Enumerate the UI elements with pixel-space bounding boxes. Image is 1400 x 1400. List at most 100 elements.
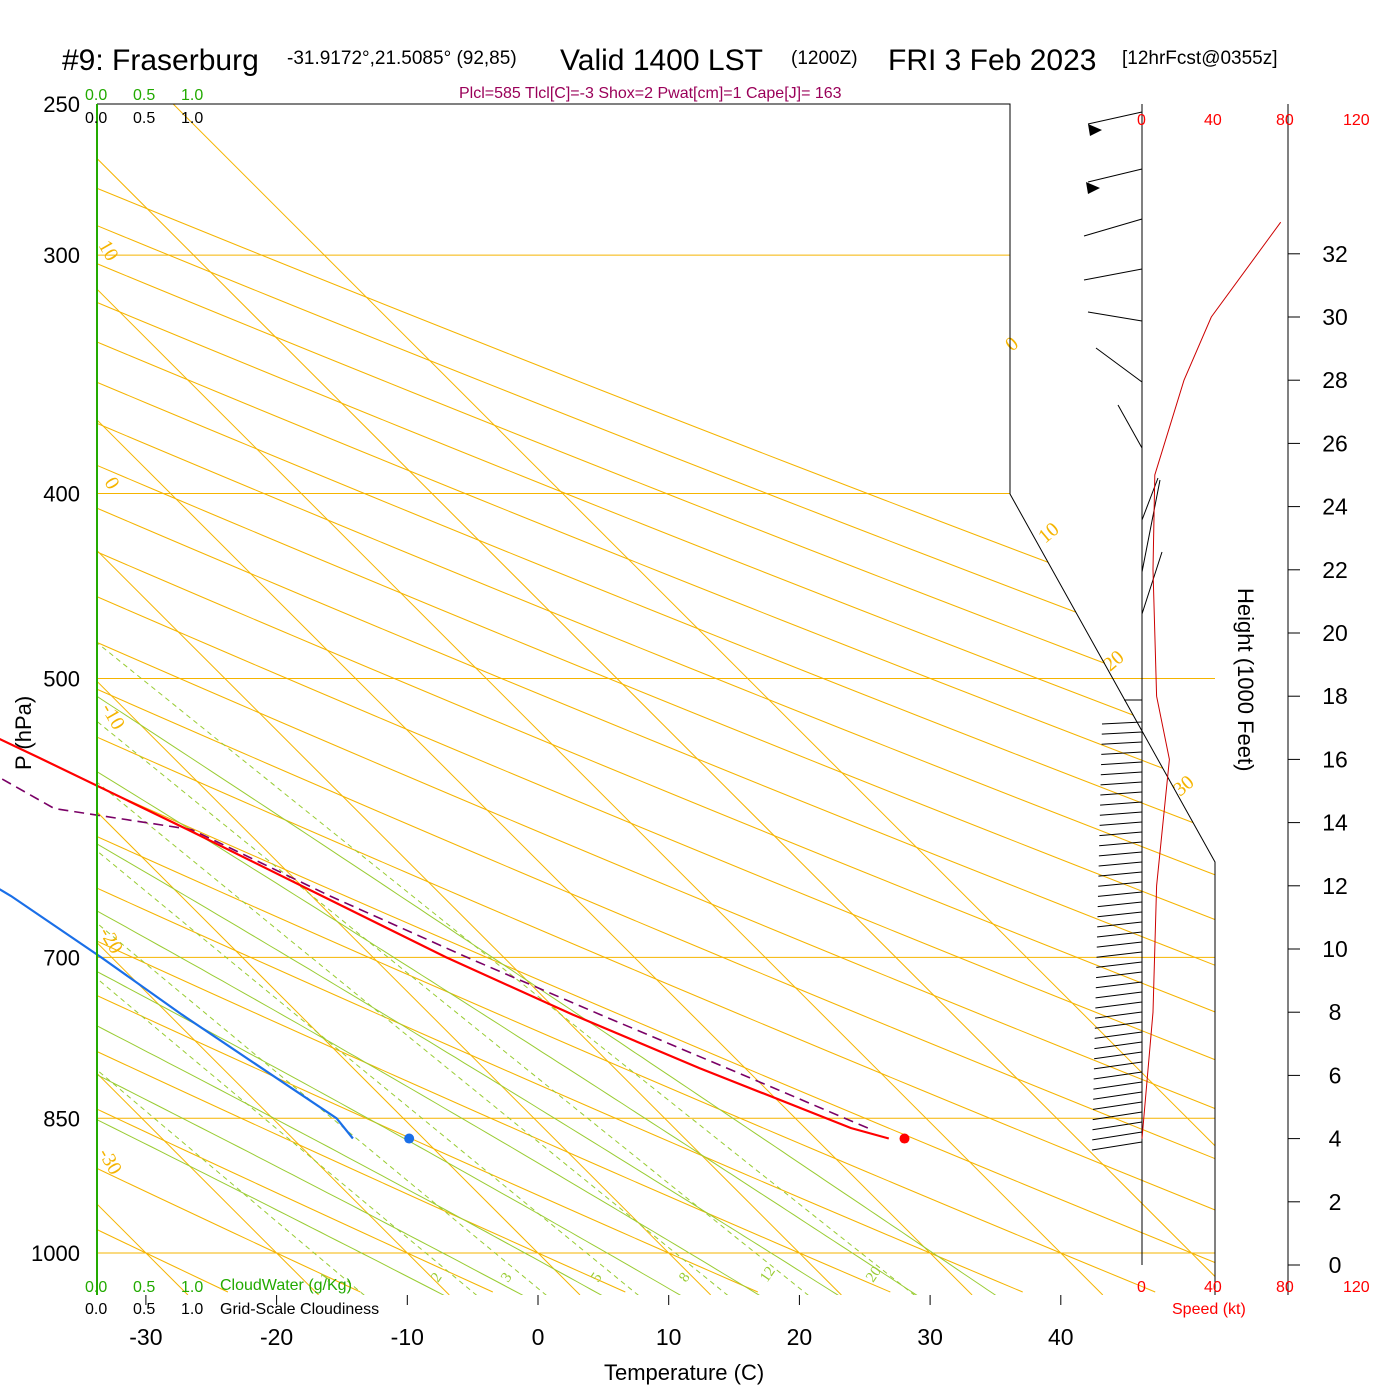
- isotherm-label-5: 0: [1001, 333, 1023, 356]
- plot-frame: [97, 103, 1216, 1295]
- height-label-30: 30: [1322, 304, 1348, 330]
- cloudiness-tick-top-0: 0.0: [85, 110, 107, 127]
- station-title: #9: Fraserburg: [62, 44, 259, 77]
- cloudwater-tick-bottom-2: 1.0: [181, 1279, 203, 1296]
- wind-barb: [1093, 1071, 1143, 1080]
- dry-adiabat-line: [97, 104, 1215, 1293]
- mixing-ratio-line: [97, 493, 736, 1295]
- temp-label--20: -20: [260, 1324, 293, 1350]
- wind-barb: [1095, 347, 1143, 383]
- wind-barb: [1093, 1081, 1143, 1090]
- dry-adiabat-line: [97, 104, 1215, 1293]
- temp-label-40: 40: [1048, 1324, 1074, 1350]
- height-label-14: 14: [1322, 810, 1348, 836]
- wind-barb: [1100, 801, 1143, 806]
- temp-label-20: 20: [787, 1324, 813, 1350]
- background-grid: [97, 104, 1215, 1295]
- dry-adiabat-line: [97, 104, 1215, 1293]
- wind-barb: [1099, 831, 1143, 837]
- dry-adiabat-line: [97, 104, 1215, 1293]
- speed-tick-top-0: 0: [1137, 112, 1146, 129]
- mixing-ratio-label-2: 2: [428, 1270, 445, 1285]
- pressure-label-500: 500: [43, 667, 80, 692]
- dry-adiabat-line: [97, 104, 1215, 1293]
- height-label-10: 10: [1322, 936, 1348, 962]
- surface-dewpoint-dot: [404, 1133, 415, 1144]
- cloudiness-tick-bottom-1: 0.5: [133, 1301, 155, 1318]
- wind-barb: [1101, 721, 1143, 725]
- wind-barb: [1097, 891, 1143, 897]
- pressure-label-1000: 1000: [31, 1241, 80, 1266]
- isotherm-label-0: 10: [94, 237, 123, 265]
- dry-adiabat-line: [97, 104, 1215, 1293]
- forecast-tag: [12hrFcst@0355z]: [1122, 48, 1278, 69]
- pressure-label-850: 850: [43, 1106, 80, 1131]
- wind-barb: [1083, 218, 1143, 237]
- moist-adiabat-line: [97, 104, 848, 1295]
- wind-barb: [1141, 479, 1161, 573]
- height-label-0: 0: [1329, 1252, 1342, 1278]
- pressure-label-700: 700: [43, 945, 80, 970]
- speed-label: Speed (kt): [1172, 1301, 1246, 1318]
- height-label-18: 18: [1322, 683, 1348, 709]
- height-label-8: 8: [1329, 999, 1342, 1025]
- temp-label-10: 10: [656, 1324, 682, 1350]
- mixing-ratio-line: [97, 493, 647, 1295]
- height-label-16: 16: [1322, 746, 1348, 772]
- isotherm-label-6: 10: [1034, 518, 1063, 548]
- wind-barb: [1092, 1111, 1143, 1121]
- station-coords: -31.9172°,21.5085° (92,85): [287, 48, 517, 69]
- moist-adiabat-line: [97, 104, 1005, 1295]
- cloudwater-label: CloudWater (g/Kg): [220, 1277, 352, 1294]
- wind-barbs: [1083, 111, 1163, 1151]
- cloudwater-tick-bottom-1: 0.5: [133, 1279, 155, 1296]
- wind-speed-line: [1141, 221, 1282, 1139]
- isotherm-line: [97, 104, 450, 1295]
- wind-barb: [1092, 1121, 1143, 1131]
- cloudwater-tick-bottom-0: 0.0: [85, 1279, 107, 1296]
- wind-barb: [1100, 781, 1143, 786]
- wind-barb: [1096, 931, 1143, 938]
- wind-barb: [1094, 1021, 1143, 1029]
- wind-barb: [1099, 841, 1143, 847]
- cloudiness-tick-top-1: 0.5: [133, 110, 155, 127]
- dry-adiabat-line: [97, 104, 626, 1293]
- wind-barb: [1117, 404, 1143, 449]
- temp-label--10: -10: [391, 1324, 424, 1350]
- sounding-profiles: [0, 737, 910, 1144]
- parcel-line: [0, 776, 869, 1129]
- moist-adiabat-line: [97, 104, 535, 1295]
- cloudiness-tick-bottom-0: 0.0: [85, 1301, 107, 1318]
- wind-barb: [1096, 951, 1143, 958]
- isotherm-line: [97, 104, 842, 1295]
- isotherm-line: [97, 104, 1215, 1295]
- valid-date: FRI 3 Feb 2023: [888, 44, 1096, 77]
- wind-barb-flag: [1086, 182, 1100, 194]
- mixing-ratio-label-8: 8: [676, 1270, 693, 1285]
- isotherm-label-2: -10: [97, 700, 129, 734]
- isotherm-line: [97, 104, 319, 1295]
- speed-tick-bottom-3: 120: [1343, 1279, 1370, 1296]
- mixing-ratio-labels: 1 2 3 5 8 12 20: [317, 1264, 885, 1285]
- dry-adiabat-line: [97, 104, 1215, 1293]
- wind-barb: [1098, 871, 1143, 877]
- isotherm-line: [97, 104, 712, 1295]
- wind-barb: [1095, 1011, 1143, 1019]
- temp-label-30: 30: [917, 1324, 943, 1350]
- wind-barb: [1101, 761, 1143, 766]
- x-axis-label: Temperature (C): [604, 1360, 764, 1385]
- moist-adiabat-line: [97, 104, 692, 1295]
- height-label-12: 12: [1322, 873, 1348, 899]
- wind-barb: [1093, 1061, 1143, 1070]
- wind-barb: [1098, 861, 1143, 867]
- moist-adiabat-line: [97, 104, 456, 1295]
- cloudiness-tick-top-2: 1.0: [181, 110, 203, 127]
- wind-barb: [1083, 268, 1143, 281]
- mixing-ratio-line: [97, 493, 817, 1295]
- isotherm-label-8: 30: [1169, 771, 1198, 801]
- temp-label-0: 0: [532, 1324, 545, 1350]
- wind-barb: [1097, 921, 1143, 928]
- speed-tick-bottom-1: 40: [1204, 1279, 1222, 1296]
